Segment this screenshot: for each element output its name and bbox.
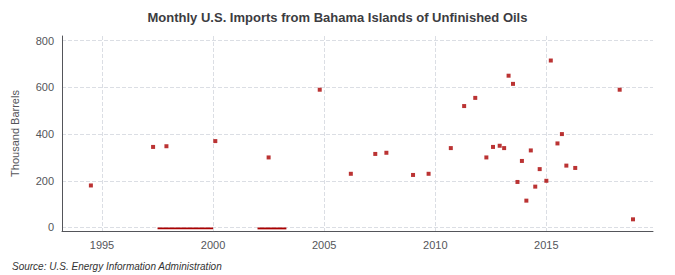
svg-text:200: 200 [36,175,54,187]
svg-text:2005: 2005 [312,239,336,251]
svg-text:Monthly U.S. Imports from Baha: Monthly U.S. Imports from Bahama Islands… [148,10,528,25]
svg-text:1995: 1995 [90,239,114,251]
svg-text:Source: U.S. Energy Informatio: Source: U.S. Energy Information Administ… [12,261,222,272]
svg-text:2010: 2010 [423,239,447,251]
svg-text:800: 800 [36,35,54,47]
svg-text:600: 600 [36,81,54,93]
svg-text:400: 400 [36,128,54,140]
svg-text:0: 0 [48,221,54,233]
svg-text:Thousand Barrels: Thousand Barrels [9,90,21,177]
svg-text:2015: 2015 [534,239,558,251]
svg-text:2000: 2000 [201,239,225,251]
